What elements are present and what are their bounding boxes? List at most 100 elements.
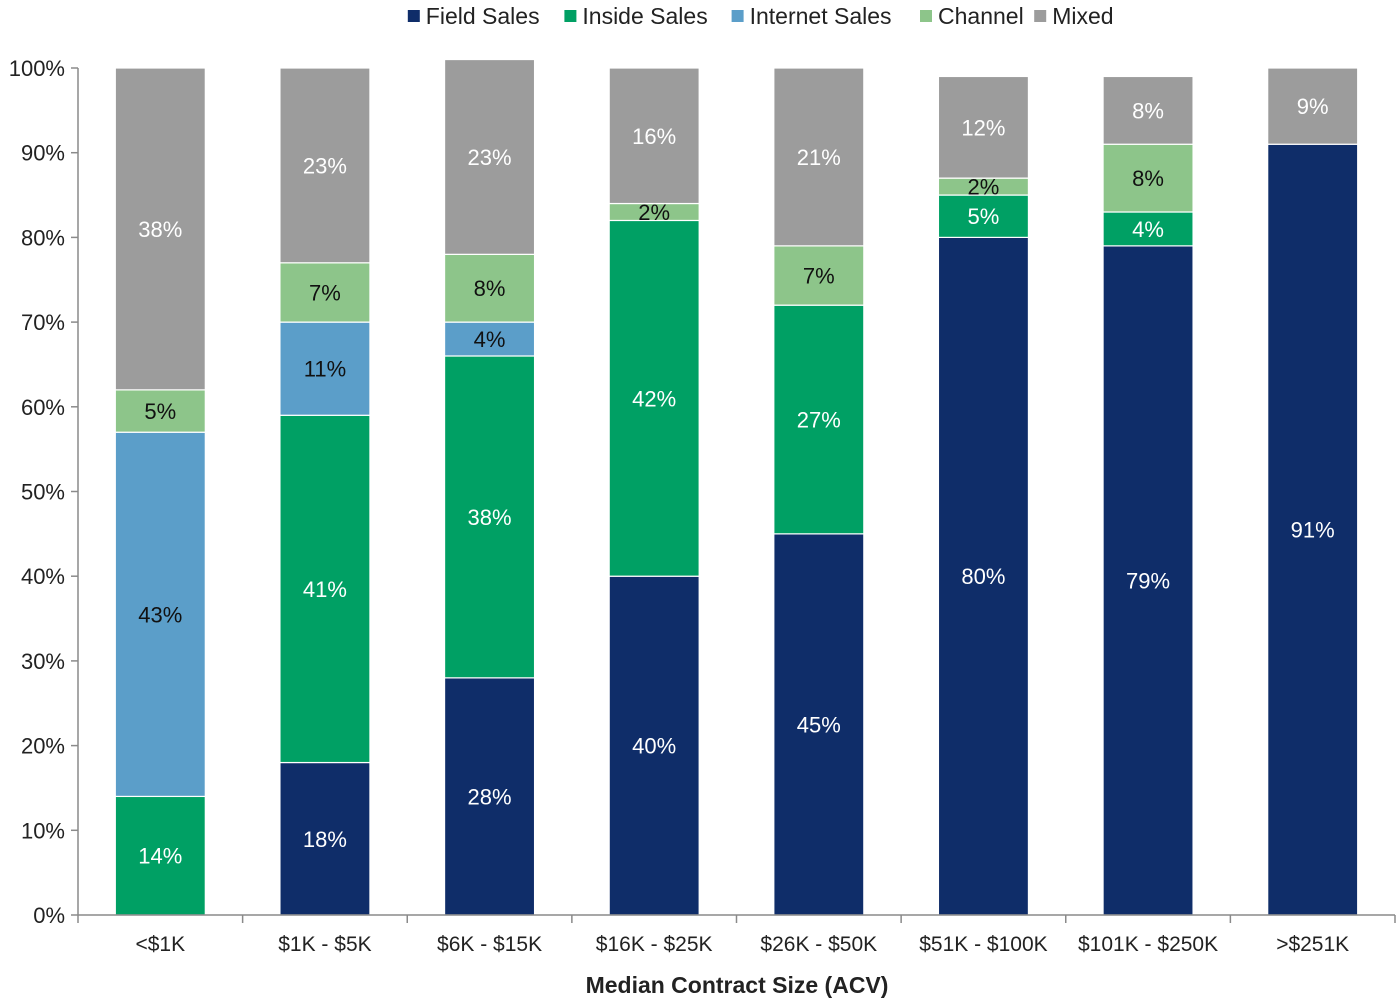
x-tick-label: <$1K [135, 933, 185, 956]
legend-item-inside-sales: Inside Sales [564, 3, 708, 29]
bar-segment-mixed [937, 75, 1030, 179]
data-label: 41% [303, 577, 347, 602]
bar-stack-6k-15k: 28% 38% 4% 8% 23% [443, 58, 536, 916]
data-label: 5% [968, 204, 1000, 229]
bar-segment-field-sales [443, 677, 536, 916]
y-tick-label: 100% [9, 56, 65, 81]
bar-segment-internet-sales [443, 321, 536, 357]
bar-segment-mixed [443, 58, 536, 255]
data-label: 8% [474, 276, 506, 301]
data-label: 79% [1126, 568, 1170, 593]
legend-swatch [920, 10, 932, 22]
bar-segment-mixed [1102, 75, 1194, 145]
bar-segment-field-sales [773, 533, 865, 916]
x-tick-label: $101K - $250K [1078, 933, 1218, 956]
bar-segment-channel [773, 245, 865, 306]
data-label: 8% [1132, 98, 1164, 123]
x-axis: <$1K $1K - $5K $6K - $15K $16K - $25K $26K -… [77, 914, 1396, 956]
bar-segment-mixed [279, 67, 371, 264]
legend-swatch [564, 10, 577, 22]
x-tick-label: $1K - $5K [278, 933, 371, 956]
data-label: 21% [797, 145, 841, 170]
bar-segment-internet-sales [114, 431, 206, 798]
data-label: 7% [309, 280, 341, 305]
bar-stack-1k-5k: 18% 41% 11% 7% 23% [279, 67, 371, 916]
y-tick-label: 90% [21, 141, 65, 166]
legend-swatch [1034, 10, 1047, 22]
data-label: 16% [632, 124, 676, 149]
legend-label: Field Sales [426, 3, 540, 29]
data-label: 28% [468, 784, 512, 809]
bar-segment-channel [443, 253, 536, 323]
bar-stack-101k-250k: 79% 4% 8% 8% [1102, 75, 1194, 916]
data-label: 23% [303, 153, 347, 178]
data-label: 18% [303, 827, 347, 852]
data-label: 38% [468, 505, 512, 530]
data-label: 8% [1132, 166, 1164, 191]
x-tick-label: >$251K [1276, 933, 1349, 956]
data-label: 38% [138, 217, 182, 242]
bar-segment-inside-sales [443, 355, 536, 679]
y-tick-label: 0% [33, 903, 65, 928]
data-label: 5% [144, 399, 176, 424]
data-label: 80% [961, 564, 1005, 589]
data-label: 7% [803, 264, 835, 289]
legend-swatch [407, 10, 420, 22]
y-tick-label: 70% [21, 310, 65, 335]
data-label: 12% [961, 115, 1005, 140]
data-label: 2% [638, 200, 670, 225]
x-axis-title: Median Contract Size (ACV) [586, 972, 889, 998]
y-tick-label: 30% [21, 649, 65, 674]
bar-segment-field-sales [1267, 143, 1359, 916]
bar-segment-inside-sales [773, 304, 865, 535]
bar-stack-16k-25k: 40% 42% 2% 16% [608, 67, 700, 916]
y-tick-label: 20% [21, 734, 65, 759]
data-label: 45% [797, 712, 841, 737]
x-tick-label: $51K - $100K [919, 933, 1047, 956]
legend-label: Inside Sales [582, 3, 707, 29]
bar-segment-channel [279, 262, 371, 323]
bar-segment-inside-sales [937, 194, 1030, 239]
y-tick-label: 80% [21, 225, 65, 250]
legend-item-mixed: Mixed [1034, 3, 1114, 29]
data-label: 11% [304, 357, 346, 382]
bar-stack-26k-50k: 45% 27% 7% 21% [773, 67, 865, 916]
bar-stack-51k-100k: 80% 5% 2% 12% [937, 75, 1030, 916]
x-tick-label: $16K - $25K [596, 933, 713, 956]
bar-segment-mixed [773, 67, 865, 247]
y-tick-label: 50% [21, 480, 65, 505]
bar-stack-251k: 91% 9% [1267, 67, 1359, 916]
data-label: 23% [468, 145, 512, 170]
bar-segment-mixed [608, 67, 700, 205]
data-label: 2% [968, 175, 1000, 200]
legend-item-field-sales: Field Sales [407, 3, 540, 29]
y-tick-label: 60% [21, 395, 65, 420]
bar-segment-inside-sales [114, 795, 206, 916]
legend-label: Channel [938, 3, 1024, 29]
data-label: 40% [632, 734, 676, 759]
y-tick-label: 10% [21, 818, 65, 843]
data-label: 43% [138, 602, 182, 627]
bar-segment-inside-sales [1102, 211, 1194, 247]
bar-segment-mixed [1267, 67, 1359, 145]
data-label: 14% [138, 844, 182, 869]
bar-segment-field-sales [937, 236, 1030, 916]
legend-swatch [731, 10, 744, 22]
bar-segment-mixed [114, 67, 206, 391]
legend-label: Mixed [1052, 3, 1113, 29]
x-tick-label: $6K - $15K [437, 933, 542, 956]
data-label: 42% [632, 386, 676, 411]
y-tick-label: 40% [21, 564, 65, 589]
legend: Field Sales Inside Sales Internet Sales Cha… [407, 3, 1114, 29]
data-label: 91% [1291, 518, 1335, 543]
data-label: 4% [1132, 217, 1164, 242]
bar-segment-field-sales [1102, 245, 1194, 916]
bar-segment-field-sales [608, 575, 700, 916]
bar-segment-internet-sales [279, 321, 371, 416]
x-tick-label: $26K - $50K [760, 933, 877, 956]
bar-stack-1k: 14% 43% 5% 38% [114, 67, 206, 916]
legend-label: Internet Sales [750, 3, 892, 29]
bars: 14% 43% 5% 38% 18% 41% 11% 7% 23% 28% 38% 4% 8% 23% 40… [114, 58, 1359, 916]
y-axis: 0% 10% 20% 30% 40% 50% 60% 70% 80% 90% 100% [9, 56, 79, 928]
